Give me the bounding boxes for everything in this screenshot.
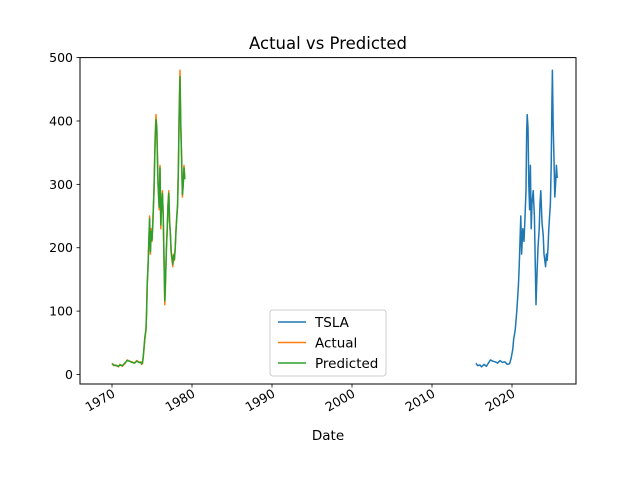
plot-area — [79, 57, 577, 385]
legend-label-actual: Actual — [315, 336, 357, 352]
legend-box — [269, 309, 387, 377]
y-tick-label: 500 — [49, 50, 73, 65]
legend: TSLA Actual Predicted — [269, 309, 387, 377]
y-tick-label: 400 — [49, 113, 73, 128]
y-tick-label: 0 — [65, 367, 73, 382]
y-axis: 0 100 200 300 400 500 — [49, 50, 80, 382]
legend-label-predicted: Predicted — [315, 356, 378, 372]
axes-frame — [79, 57, 577, 385]
series-line-predicted — [111, 75, 186, 367]
series-layer — [111, 69, 558, 368]
legend-label-tsla: TSLA — [314, 315, 350, 331]
chart-title: Actual vs Predicted — [249, 34, 407, 53]
y-tick-label: 300 — [49, 177, 73, 192]
y-tick-label: 100 — [49, 304, 73, 319]
y-tick-label: 200 — [49, 240, 73, 255]
x-axis-title: Date — [312, 428, 344, 444]
series-line-tsla — [475, 69, 558, 368]
